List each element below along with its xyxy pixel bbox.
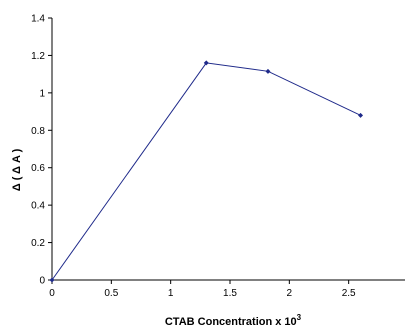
- y-axis-title: Δ ( Δ A ): [11, 148, 23, 191]
- x-tick-label-3: 1.5: [223, 288, 237, 299]
- x-tick-label-1: 0.5: [104, 288, 118, 299]
- y-tick-label-7: 1.4: [31, 14, 45, 25]
- x-tick-label-0: 0: [49, 288, 55, 299]
- y-tick-label-0: 0: [39, 276, 45, 287]
- y-tick-label-2: 0.4: [31, 201, 45, 212]
- plot-area: 0 0.2 0.4 0.6 0.8 1 1.2 1.4 0 0.5 1 1.5 2 2.5: [31, 14, 405, 299]
- series-0-point-0: [49, 277, 55, 283]
- x-axis-title-text: CTAB Concentration x 10: [165, 316, 297, 328]
- x-axis-title-superscript: 3: [297, 313, 302, 322]
- y-tick-label-5: 1: [39, 88, 45, 99]
- series-0-point-1: [203, 60, 209, 66]
- x-tick-label-5: 2.5: [342, 288, 356, 299]
- y-tick-label-4: 0.8: [31, 126, 45, 137]
- series-0-point-2: [265, 68, 271, 74]
- series-0-point-3: [358, 112, 364, 118]
- x-tick-label-2: 1: [168, 288, 174, 299]
- x-axis-title: CTAB Concentration x 103: [165, 313, 302, 328]
- series-0-line: [51, 62, 361, 281]
- y-tick-label-3: 0.6: [31, 163, 45, 174]
- x-tick-label-4: 2: [287, 288, 293, 299]
- y-tick-label-6: 1.2: [31, 51, 45, 62]
- y-tick-label-1: 0.2: [31, 238, 45, 249]
